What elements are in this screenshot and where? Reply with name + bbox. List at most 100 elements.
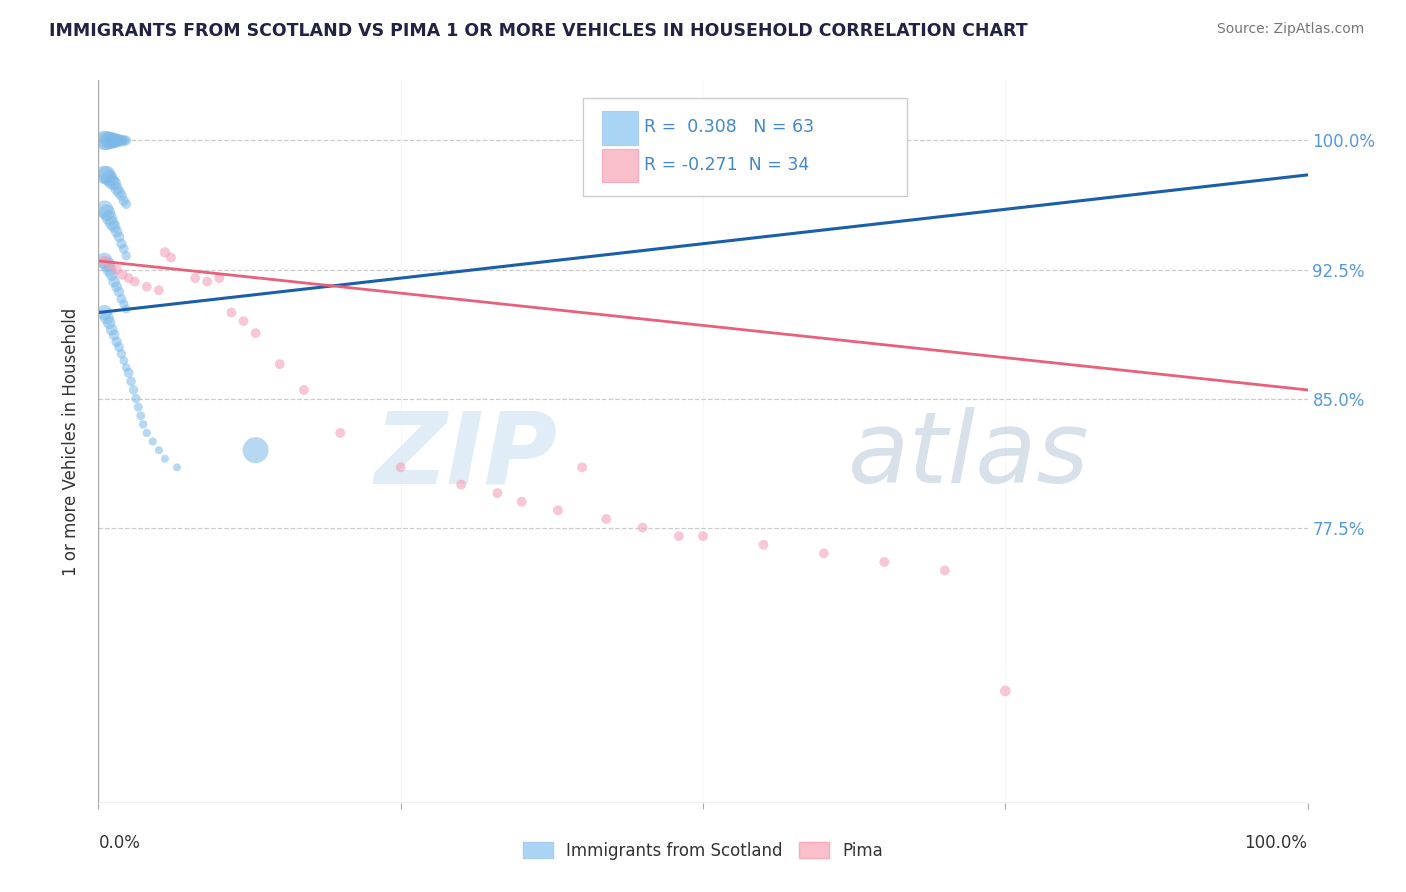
Point: [292, 383, 315, 397]
Point: [132, 417, 155, 432]
Point: [813, 546, 835, 560]
Text: Source: ZipAtlas.com: Source: ZipAtlas.com: [1216, 22, 1364, 37]
Point: [112, 242, 135, 256]
Point: [93, 253, 115, 268]
Point: [100, 268, 122, 282]
Text: 100.0%: 100.0%: [1244, 834, 1308, 852]
Point: [450, 477, 472, 491]
Point: [873, 555, 896, 569]
Point: [98, 133, 121, 147]
Point: [668, 529, 690, 543]
Point: [148, 283, 170, 297]
Point: [135, 279, 157, 293]
Text: R = -0.271  N = 34: R = -0.271 N = 34: [644, 156, 810, 174]
Point: [135, 425, 157, 440]
Point: [110, 347, 132, 361]
Text: ZIP: ZIP: [375, 408, 558, 505]
Point: [108, 340, 131, 354]
Point: [115, 360, 138, 375]
Point: [631, 520, 654, 534]
Point: [118, 271, 141, 285]
Point: [108, 285, 131, 299]
Point: [208, 271, 231, 285]
Point: [100, 257, 122, 271]
Point: [195, 275, 218, 289]
Point: [105, 225, 128, 239]
Point: [994, 684, 1017, 698]
Point: [93, 253, 115, 268]
Point: [105, 262, 128, 277]
Point: [111, 268, 134, 282]
Point: [96, 206, 118, 220]
Text: 0.0%: 0.0%: [98, 834, 141, 852]
Point: [752, 538, 775, 552]
Point: [120, 375, 142, 389]
Point: [510, 494, 533, 508]
Point: [934, 564, 956, 578]
Point: [221, 305, 243, 319]
Point: [112, 194, 135, 208]
Point: [98, 211, 121, 225]
Point: [96, 133, 118, 147]
Point: [110, 133, 132, 147]
Point: [127, 400, 149, 414]
Point: [571, 460, 593, 475]
Point: [148, 443, 170, 458]
Point: [108, 229, 131, 244]
Point: [110, 292, 132, 306]
Point: [93, 168, 115, 182]
Text: R =  0.308   N = 63: R = 0.308 N = 63: [644, 118, 814, 136]
Point: [124, 275, 146, 289]
Point: [100, 133, 122, 147]
Point: [112, 297, 135, 311]
Point: [232, 314, 254, 328]
Point: [96, 168, 118, 182]
Point: [153, 245, 176, 260]
Point: [100, 323, 122, 337]
Point: [103, 219, 125, 234]
Text: IMMIGRANTS FROM SCOTLAND VS PIMA 1 OR MORE VEHICLES IN HOUSEHOLD CORRELATION CHA: IMMIGRANTS FROM SCOTLAND VS PIMA 1 OR MO…: [49, 22, 1028, 40]
Point: [103, 177, 125, 191]
Point: [142, 434, 165, 449]
Point: [112, 353, 135, 368]
Point: [105, 133, 128, 147]
Legend: Immigrants from Scotland, Pima: Immigrants from Scotland, Pima: [516, 836, 890, 867]
Point: [329, 425, 352, 440]
Point: [103, 327, 125, 342]
Point: [103, 133, 125, 147]
Point: [389, 460, 412, 475]
Point: [115, 133, 138, 147]
Y-axis label: 1 or more Vehicles in Household: 1 or more Vehicles in Household: [62, 308, 80, 575]
Point: [184, 271, 207, 285]
Point: [245, 326, 267, 340]
Point: [160, 251, 183, 265]
Text: atlas: atlas: [848, 408, 1090, 505]
Point: [692, 529, 714, 543]
Point: [115, 249, 138, 263]
Point: [93, 133, 115, 147]
Point: [93, 202, 115, 217]
Point: [105, 279, 128, 293]
Point: [100, 216, 122, 230]
Point: [486, 486, 509, 500]
Point: [115, 197, 138, 211]
Point: [108, 185, 131, 199]
Point: [245, 443, 267, 458]
Point: [105, 334, 128, 349]
Point: [98, 171, 121, 186]
Point: [153, 451, 176, 466]
Point: [103, 275, 125, 289]
Point: [105, 182, 128, 196]
Point: [269, 357, 291, 371]
Point: [96, 310, 118, 325]
Point: [112, 133, 135, 147]
Point: [98, 316, 121, 330]
Point: [93, 305, 115, 319]
Point: [110, 188, 132, 202]
Point: [98, 262, 121, 277]
Point: [166, 460, 188, 475]
Point: [129, 409, 152, 423]
Point: [96, 257, 118, 271]
Point: [115, 301, 138, 316]
Point: [125, 392, 148, 406]
